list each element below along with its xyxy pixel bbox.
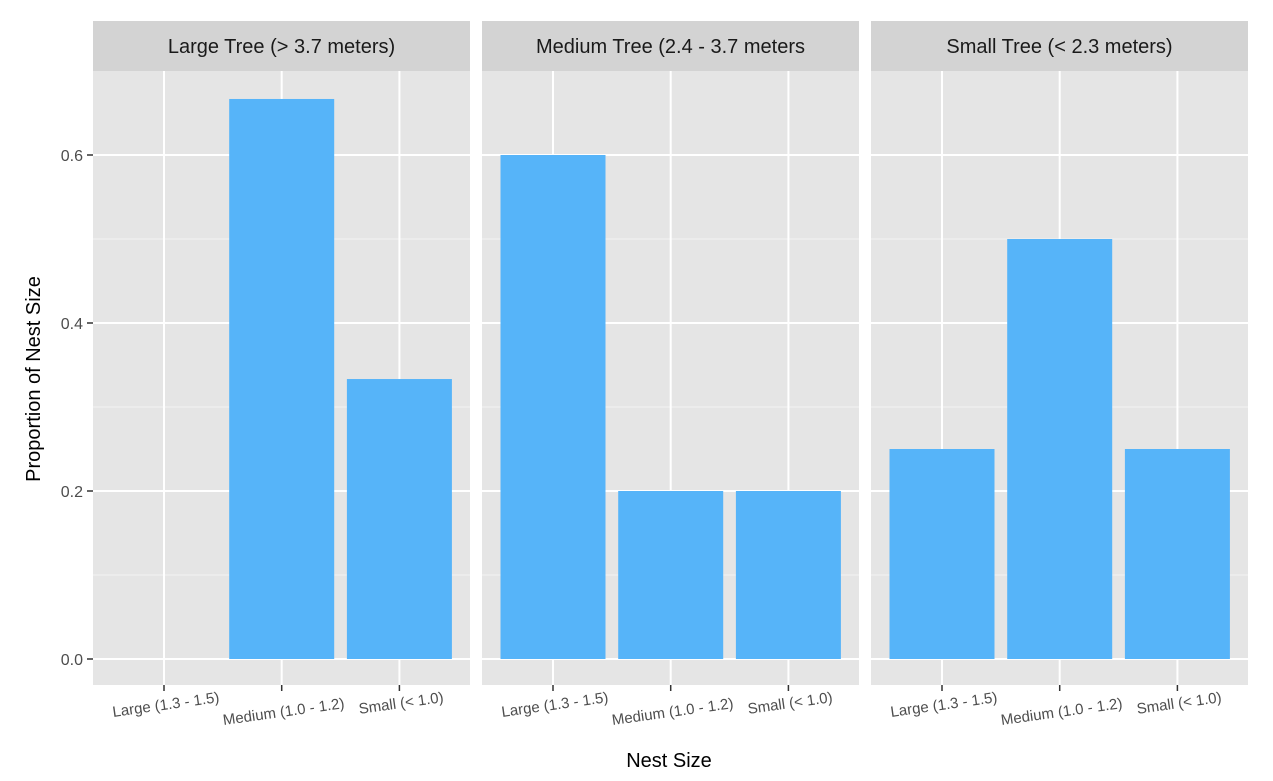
facet-strip — [482, 21, 859, 71]
x-tick-label: Small (< 1.0) — [747, 689, 834, 718]
y-tick-label: 0.2 — [61, 484, 83, 501]
bar — [1124, 449, 1230, 659]
facet-panels: Large Tree (> 3.7 meters) Large (1.3 - 1.… — [61, 21, 1248, 729]
bar — [229, 98, 335, 660]
x-tick-label: Small (< 1.0) — [1136, 689, 1223, 718]
x-axis-title: Nest Size — [626, 750, 712, 772]
facet-title: Medium Tree (2.4 - 3.7 meters — [536, 36, 805, 58]
y-axis: 0.0 0.2 0.4 0.6 — [61, 148, 93, 669]
y-tick-label: 0.4 — [61, 316, 83, 333]
y-tick-label: 0.0 — [61, 652, 83, 669]
y-axis-title: Proportion of Nest Size — [23, 276, 45, 482]
facet-strip — [93, 21, 470, 71]
facet-panel: Small Tree (< 2.3 meters) Large (1.3 - 1.… — [871, 21, 1248, 729]
x-tick-label: Medium (1.0 - 1.2) — [611, 695, 735, 729]
bar — [618, 491, 724, 659]
bar — [1007, 239, 1113, 659]
x-tick-label: Large (1.3 - 1.5) — [500, 689, 609, 721]
facet-strip — [871, 21, 1248, 71]
bar — [735, 491, 841, 659]
facet-panel: Medium Tree (2.4 - 3.7 meters Large (1.3 … — [482, 21, 859, 729]
bar — [346, 379, 452, 659]
facet-title: Small Tree (< 2.3 meters) — [946, 36, 1172, 58]
x-tick-label: Large (1.3 - 1.5) — [111, 689, 220, 721]
x-tick-label: Medium (1.0 - 1.2) — [1000, 695, 1124, 729]
facet-title: Large Tree (> 3.7 meters) — [168, 36, 395, 58]
bar — [500, 155, 606, 659]
x-tick-label: Large (1.3 - 1.5) — [889, 689, 998, 721]
x-tick-label: Small (< 1.0) — [358, 689, 445, 718]
y-tick-label: 0.6 — [61, 148, 83, 165]
bar — [889, 449, 995, 659]
facet-panel: Large Tree (> 3.7 meters) Large (1.3 - 1.… — [93, 21, 470, 729]
x-tick-label: Medium (1.0 - 1.2) — [222, 695, 346, 729]
